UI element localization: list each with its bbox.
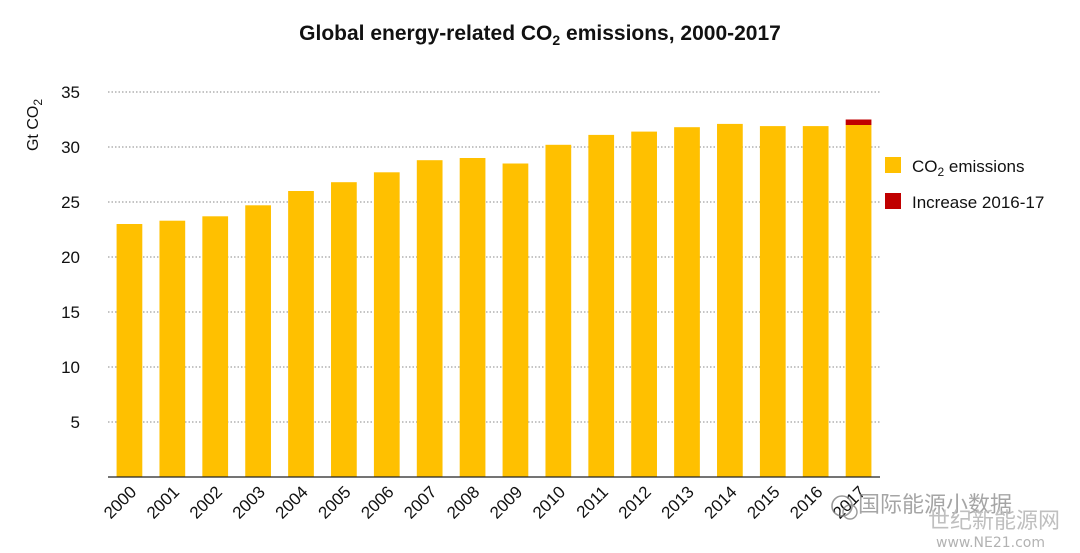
watermark-line3: www.NE21.com (936, 535, 1045, 551)
legend-co2-main: CO (912, 157, 938, 176)
x-tick-2014: 2014 (701, 482, 741, 522)
x-tick-2009: 2009 (486, 482, 526, 522)
x-tick-2012: 2012 (615, 482, 655, 522)
bar-co2-2004 (288, 191, 314, 477)
ylabel-main: Gt CO (25, 106, 42, 151)
bar-co2-2016 (802, 126, 829, 477)
x-tick-2008: 2008 (443, 482, 483, 522)
x-tick-2013: 2013 (658, 482, 698, 522)
y-axis-label: Gt CO2 (25, 99, 45, 151)
x-tick-2001: 2001 (143, 482, 183, 522)
x-tick-2006: 2006 (357, 482, 397, 522)
y-tick-20: 20 (61, 248, 80, 267)
wechat-icon-inner (842, 504, 858, 520)
y-tick-35: 35 (61, 83, 80, 102)
x-tick-2016: 2016 (786, 482, 826, 522)
bar-co2-2009 (502, 163, 529, 477)
x-tick-2010: 2010 (529, 482, 569, 522)
title-subscript: 2 (552, 32, 560, 48)
bar-co2-2006 (373, 172, 400, 478)
x-tick-2002: 2002 (186, 482, 226, 522)
bar-co2-2005 (331, 182, 357, 477)
title-tail: emissions, 2000-2017 (560, 22, 781, 45)
x-tick-2015: 2015 (743, 482, 783, 522)
bar-co2-2008 (459, 158, 486, 477)
x-tick-2011: 2011 (573, 482, 612, 521)
y-tick-30: 30 (61, 138, 80, 157)
bar-co2-2010 (545, 144, 572, 478)
y-tick-10: 10 (61, 358, 80, 377)
bars (116, 119, 872, 478)
x-tick-2003: 2003 (229, 482, 269, 522)
legend-co2-tail: emissions (944, 157, 1024, 176)
bar-co2-2000 (116, 224, 143, 477)
grid-lines (108, 91, 880, 423)
x-tick-2007: 2007 (400, 482, 440, 522)
bar-co2-2011 (588, 134, 615, 477)
watermark: 国际能源小数据 世纪新能源网 www.NE21.com (831, 493, 1060, 551)
bar-co2-2012 (631, 131, 657, 477)
y-tick-labels: 5 10 15 20 25 30 35 (61, 83, 80, 432)
bar-co2-2003 (245, 205, 271, 478)
x-tick-2005: 2005 (315, 482, 355, 522)
x-tick-labels: 2000 2001 2002 2003 2004 2005 2006 2007 2008 2009… (100, 482, 869, 522)
x-tick-2004: 2004 (272, 482, 312, 522)
ylabel-subscript: 2 (31, 99, 45, 106)
bar-co2-2007 (416, 160, 443, 477)
title-main: Global energy-related CO (299, 22, 552, 45)
legend: CO2 emissions Increase 2016-17 (885, 157, 1044, 212)
bar-co2-2017 (845, 125, 872, 477)
bar-co2-2013 (674, 127, 700, 477)
y-tick-15: 15 (61, 303, 80, 322)
watermark-line1: 国际能源小数据 (858, 493, 1012, 518)
x-tick-2000: 2000 (100, 482, 140, 522)
watermark-line2: 世纪新能源网 (928, 509, 1060, 534)
legend-co2-subscript: 2 (938, 165, 945, 179)
chart-title: Global energy-related CO2 emissions, 200… (299, 22, 781, 48)
y-tick-25: 25 (61, 193, 80, 212)
bar-co2-2002 (202, 216, 229, 478)
bar-co2-2001 (159, 220, 186, 477)
legend-swatch-increase (885, 193, 901, 209)
bar-co2-2015 (759, 126, 786, 477)
y-tick-5: 5 (71, 413, 80, 432)
bar-increase-2017 (845, 119, 872, 125)
legend-label-co2-emissions: CO2 emissions (912, 157, 1025, 179)
bar-co2-2014 (717, 123, 743, 478)
legend-swatch-co2-emissions (885, 157, 901, 173)
legend-label-increase: Increase 2016-17 (912, 193, 1044, 212)
